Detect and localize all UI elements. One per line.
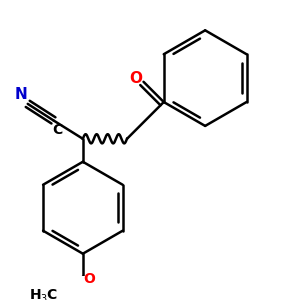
Text: C: C bbox=[46, 288, 57, 300]
Text: H: H bbox=[29, 288, 41, 300]
Text: N: N bbox=[15, 87, 28, 102]
Text: O: O bbox=[83, 272, 95, 286]
Text: C: C bbox=[52, 123, 62, 136]
Text: O: O bbox=[130, 70, 143, 86]
Text: 3: 3 bbox=[40, 294, 46, 300]
